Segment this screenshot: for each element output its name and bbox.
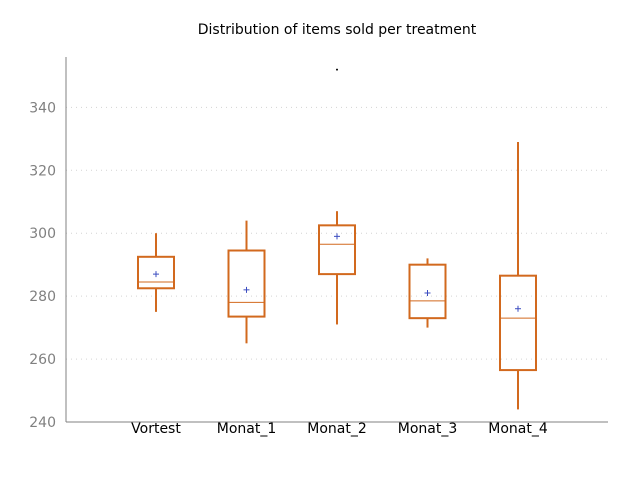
x-axis-ticks: Vortest Monat_1 Monat_2 Monat_3 Monat_4 [131, 421, 548, 437]
x-tick-label-Vortest: Vortest [131, 421, 181, 437]
y-tick-label-300: 300 [29, 226, 56, 242]
box-iqr [318, 224, 356, 276]
x-tick-label-Monat_3: Monat_3 [398, 421, 458, 437]
y-tick-label-320: 320 [29, 163, 56, 179]
box-iqr [227, 249, 266, 318]
box-Monat_4 [499, 141, 537, 410]
y-tick-label-280: 280 [29, 289, 56, 305]
boxes [137, 68, 537, 410]
box-Monat_2 [318, 68, 356, 325]
x-tick-label-Monat_4: Monat_4 [488, 421, 548, 437]
box-Monat_3 [408, 258, 447, 328]
box-Monat_1 [227, 220, 266, 344]
box-Vortest [137, 233, 175, 312]
outlier-point [336, 68, 338, 71]
chart-title: Distribution of items sold per treatment [198, 22, 477, 38]
y-tick-label-240: 240 [29, 415, 56, 431]
x-tick-label-Monat_1: Monat_1 [217, 421, 277, 437]
y-tick-label-340: 340 [29, 100, 56, 116]
box-iqr [408, 263, 447, 320]
x-tick-label-Monat_2: Monat_2 [307, 421, 367, 437]
box-iqr [499, 274, 537, 372]
y-tick-label-260: 260 [29, 352, 56, 368]
axes [65, 57, 608, 423]
box-iqr [137, 255, 175, 290]
y-axis-ticks: 240 260 280 300 320 340 [29, 100, 56, 431]
